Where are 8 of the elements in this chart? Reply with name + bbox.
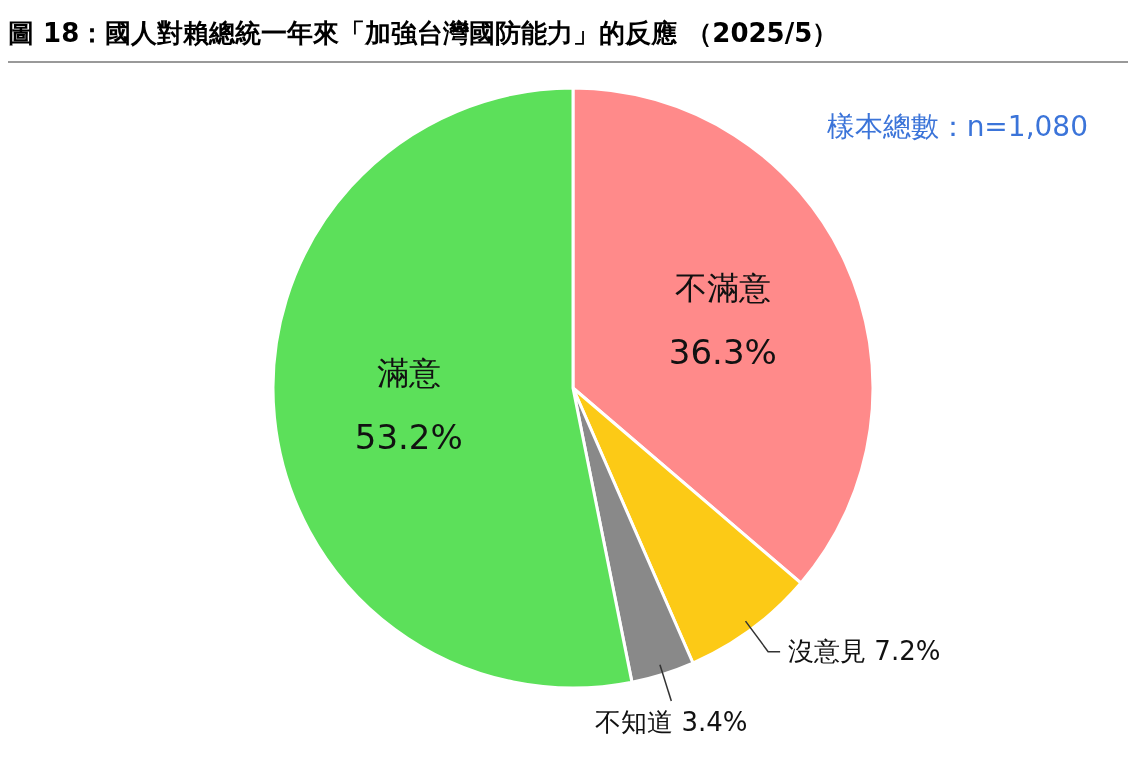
slice-label: 沒意見 7.2% (788, 635, 941, 666)
slice-label: 不滿意 (674, 268, 771, 307)
text: 樣本總數：n=1,080 (826, 109, 1088, 145)
chart-title: 圖 18：國人對賴總統一年來「加強台灣國防能力」的反應 （2025/5） (8, 8, 1128, 63)
data-label: 36.3% (668, 331, 777, 372)
slice-label: 不知道 3.4% (595, 706, 748, 737)
slice-label: 滿意 (376, 354, 441, 393)
data-label: 53.2% (354, 417, 463, 458)
